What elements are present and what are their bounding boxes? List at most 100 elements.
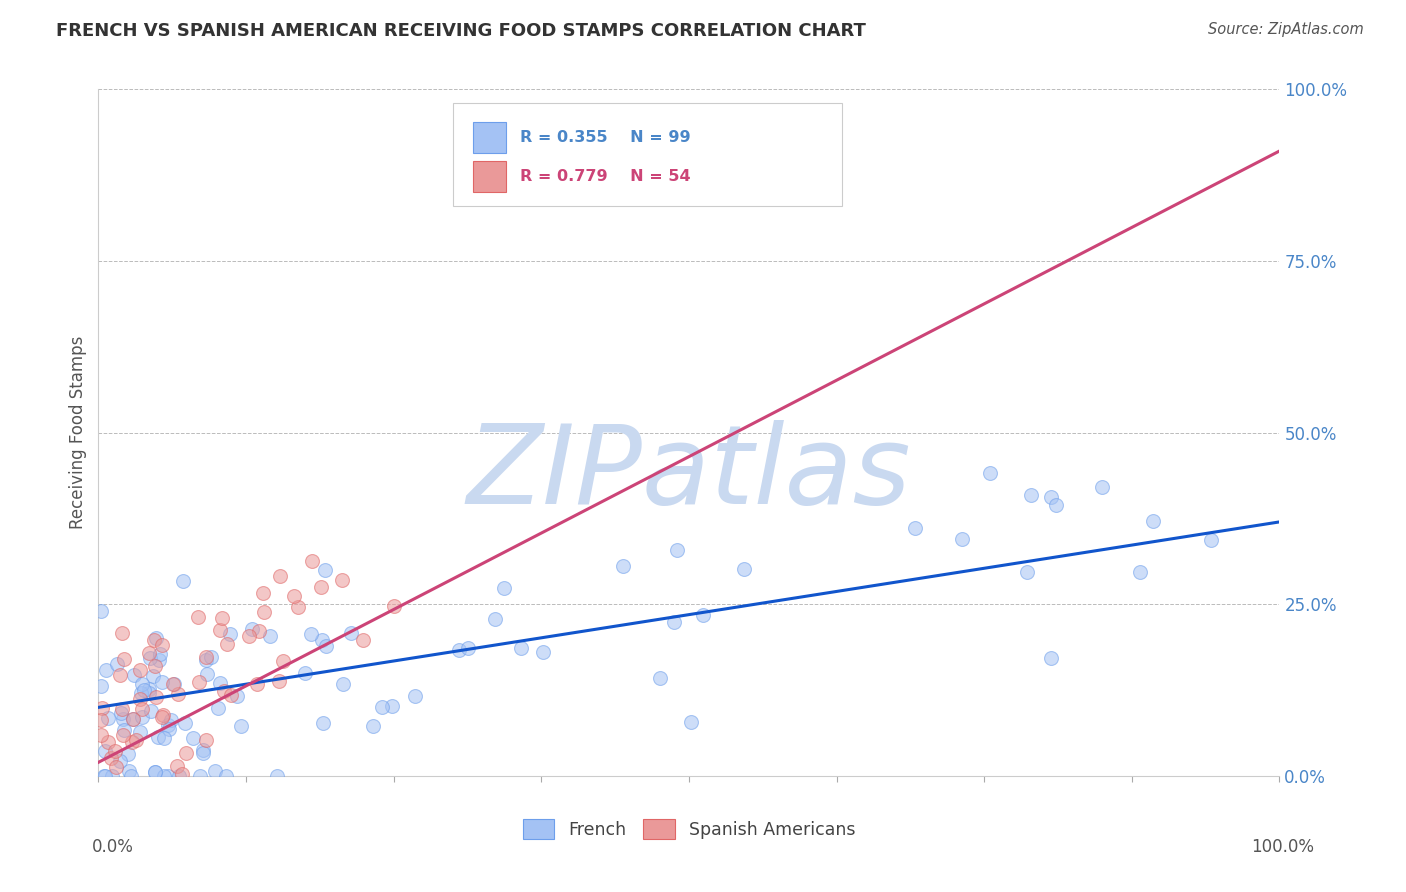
Point	[90, 679, 112, 693]
Point	[1199, 533, 1222, 547]
Point	[125, 733, 148, 747]
Point	[160, 713, 183, 727]
Point	[314, 563, 336, 577]
Point	[1019, 488, 1042, 502]
FancyBboxPatch shape	[453, 103, 842, 206]
Point	[104, 744, 127, 758]
Point	[101, 769, 124, 783]
Point	[219, 689, 242, 703]
Point	[252, 586, 274, 600]
Point	[150, 710, 173, 724]
Point	[194, 649, 217, 664]
Point	[950, 532, 973, 546]
Point	[157, 769, 180, 783]
Point	[105, 657, 128, 672]
Point	[153, 769, 176, 783]
Point	[692, 608, 714, 623]
Point	[665, 542, 688, 557]
Point	[309, 580, 332, 594]
Point	[122, 667, 145, 681]
Point	[404, 689, 426, 703]
Point	[131, 685, 153, 699]
Point	[1129, 565, 1152, 579]
Point	[1142, 514, 1164, 528]
Point	[90, 728, 112, 742]
Point	[112, 652, 135, 666]
Point	[612, 558, 634, 573]
Point	[370, 700, 392, 714]
Point	[94, 769, 117, 783]
Point	[97, 735, 120, 749]
Point	[94, 744, 117, 758]
Point	[218, 627, 240, 641]
Point	[121, 734, 143, 748]
Point	[315, 639, 337, 653]
Point	[94, 663, 117, 677]
Point	[1040, 651, 1063, 665]
Point	[112, 723, 135, 737]
Point	[146, 730, 169, 744]
Point	[157, 718, 180, 732]
Point	[97, 711, 120, 725]
Point	[138, 686, 160, 700]
Point	[172, 574, 194, 588]
Point	[231, 719, 253, 733]
Point	[340, 625, 363, 640]
Point	[510, 641, 533, 656]
Point	[172, 767, 194, 781]
Point	[110, 702, 132, 716]
Point	[195, 666, 218, 681]
Point	[150, 675, 173, 690]
Point	[457, 641, 479, 656]
Point	[174, 715, 197, 730]
Point	[273, 654, 295, 668]
Point	[266, 769, 288, 783]
Point	[145, 765, 167, 780]
Point	[131, 677, 153, 691]
Point	[191, 747, 214, 761]
Point	[167, 687, 190, 701]
Point	[1015, 565, 1038, 579]
Point	[664, 615, 686, 629]
Point	[128, 725, 150, 739]
Text: ZIPatlas: ZIPatlas	[467, 420, 911, 527]
Point	[207, 701, 229, 715]
Point	[132, 683, 155, 698]
Point	[117, 747, 139, 762]
Point	[150, 638, 173, 652]
Point	[259, 629, 281, 643]
Point	[301, 554, 323, 568]
Point	[200, 650, 222, 665]
Point	[681, 714, 703, 729]
Point	[91, 701, 114, 715]
Point	[162, 676, 184, 690]
Point	[167, 769, 190, 783]
Point	[90, 714, 112, 728]
Point	[240, 623, 263, 637]
Point	[352, 633, 374, 648]
Point	[183, 731, 205, 745]
Point	[650, 671, 672, 685]
Point	[188, 769, 211, 783]
Point	[484, 612, 506, 626]
Point	[188, 675, 211, 690]
Point	[225, 690, 247, 704]
Point	[152, 707, 174, 722]
Point	[208, 676, 231, 690]
Point	[138, 646, 160, 660]
Point	[100, 751, 122, 765]
Point	[330, 573, 353, 587]
Point	[93, 769, 115, 783]
Point	[138, 681, 160, 696]
Point	[311, 633, 333, 648]
Y-axis label: Receiving Food Stamps: Receiving Food Stamps	[69, 336, 87, 529]
Point	[361, 719, 384, 733]
Point	[143, 764, 166, 779]
Point	[311, 716, 333, 731]
Point	[145, 632, 167, 646]
FancyBboxPatch shape	[472, 122, 506, 153]
Text: 0.0%: 0.0%	[91, 838, 134, 856]
Point	[108, 667, 131, 681]
Legend: French, Spanish Americans: French, Spanish Americans	[516, 813, 862, 847]
Point	[153, 731, 176, 745]
